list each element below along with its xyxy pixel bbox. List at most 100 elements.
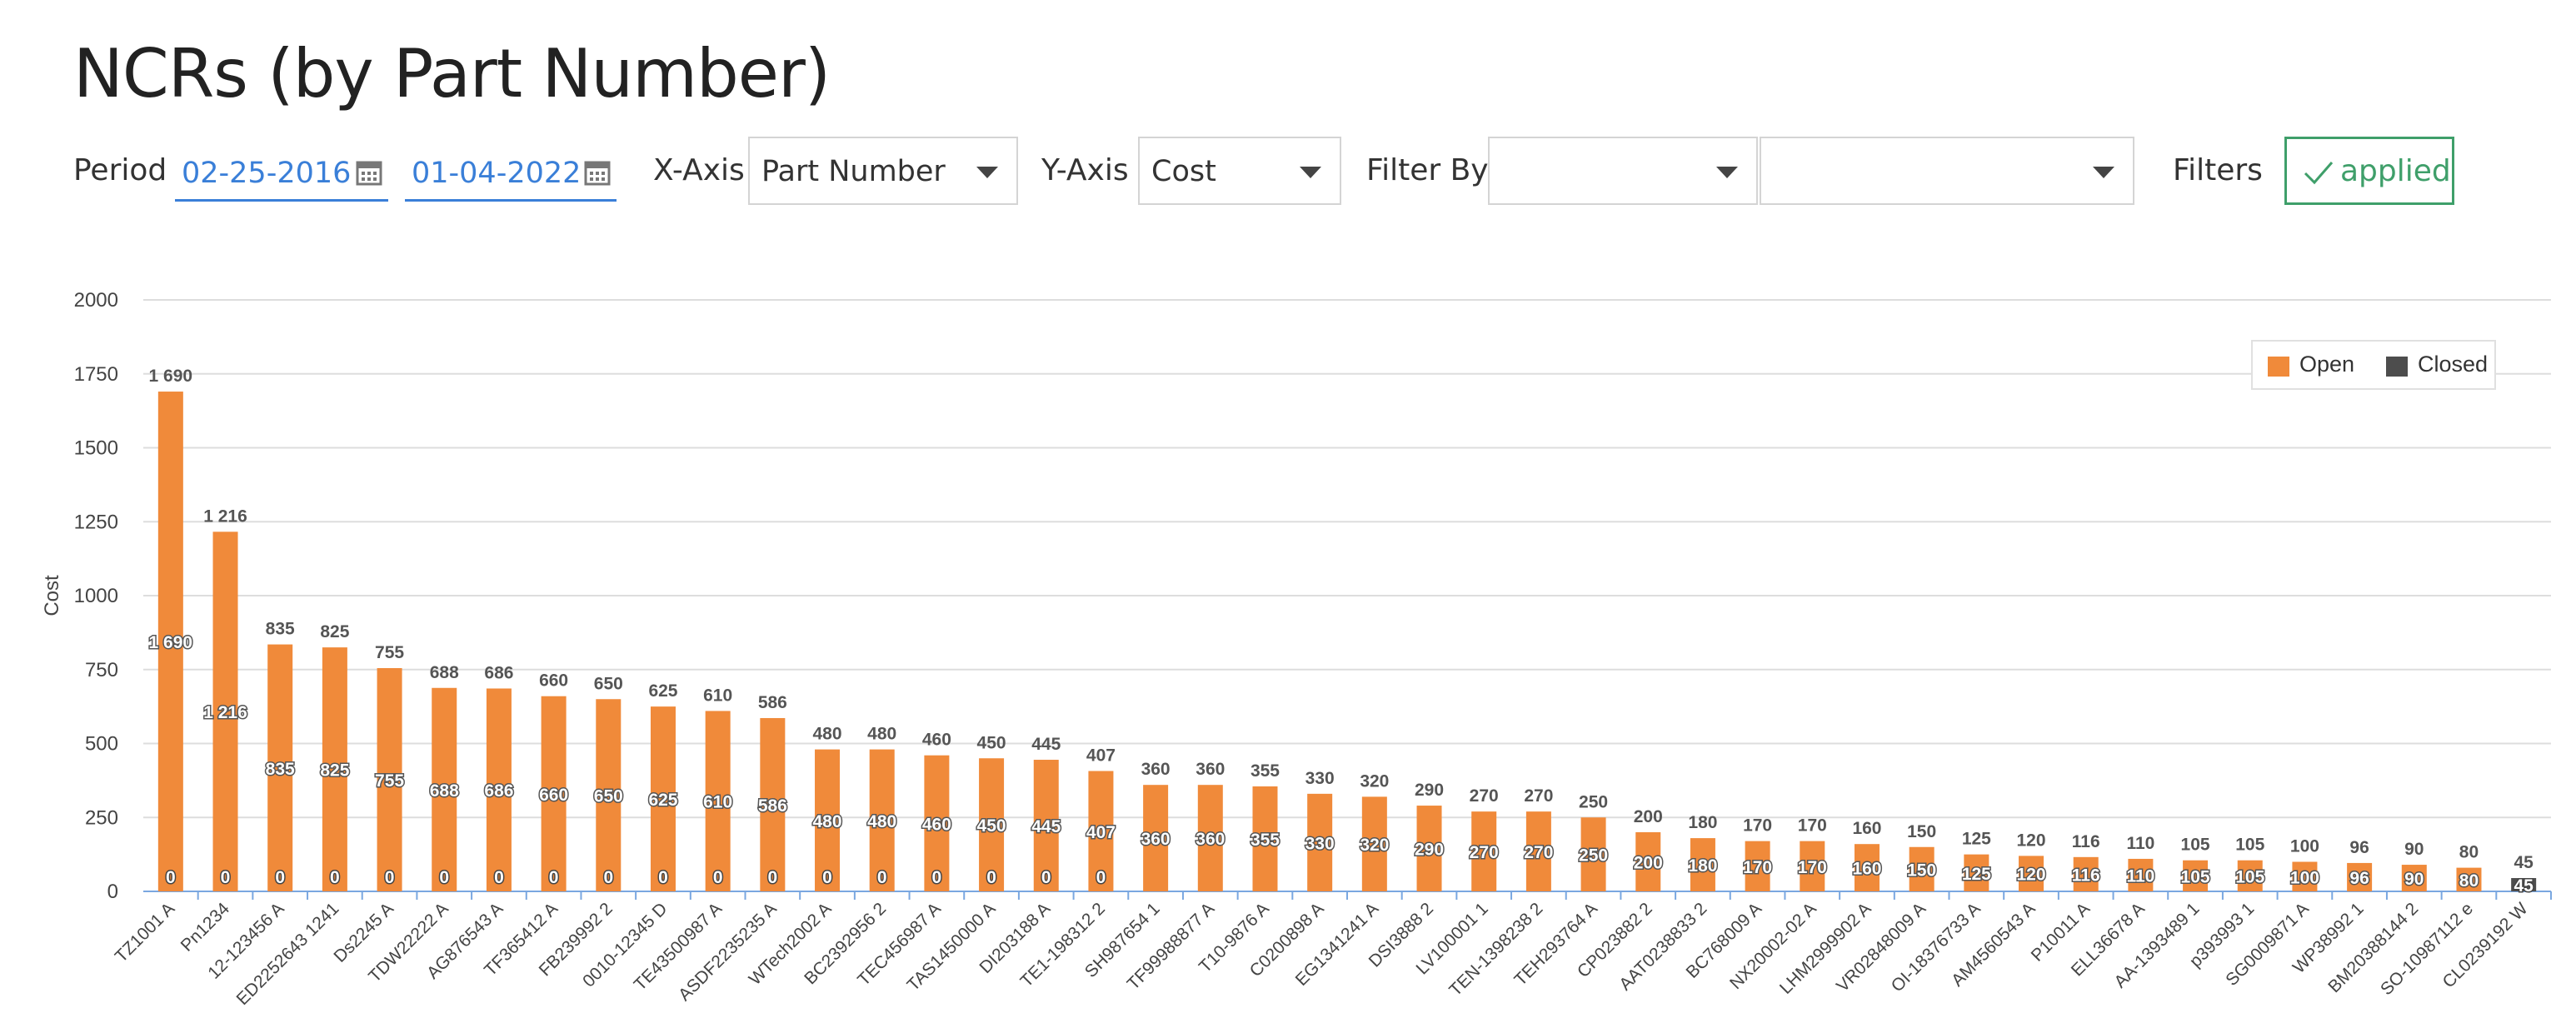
total-data-label: 320 <box>1360 771 1389 791</box>
open-data-label: 125 <box>1962 865 1991 884</box>
xaxis-select[interactable]: Part Number <box>748 137 1018 205</box>
bar-open <box>650 706 676 891</box>
open-data-label: 360 <box>1196 830 1225 849</box>
closed-data-label: 0 <box>767 868 777 887</box>
total-data-label: 96 <box>2349 838 2369 857</box>
yaxis-label: Y-Axis <box>1041 153 1129 187</box>
calendar-icon[interactable] <box>355 158 383 187</box>
closed-data-label: 0 <box>549 868 559 887</box>
bar-open <box>432 687 457 891</box>
y-tick-label: 500 <box>85 733 118 756</box>
bar-open <box>157 392 183 891</box>
legend-label-closed[interactable]: Closed <box>2418 352 2489 377</box>
bar-open <box>979 758 1005 891</box>
chevron-down-icon <box>1300 167 1321 178</box>
date-to-field[interactable]: 01-04-2022 <box>405 140 617 202</box>
closed-data-label: 0 <box>221 868 231 887</box>
total-data-label: 686 <box>484 663 513 682</box>
open-data-label: 835 <box>266 760 295 779</box>
bar-open <box>1854 844 1880 891</box>
bar-open <box>1525 811 1551 891</box>
xaxis-value: Part Number <box>761 155 946 188</box>
bar-open <box>815 749 841 891</box>
open-data-label: 755 <box>375 771 404 791</box>
bar-open <box>2456 867 2482 891</box>
yaxis-select[interactable]: Cost <box>1138 137 1341 205</box>
open-data-label: 1 690 <box>149 633 193 652</box>
closed-data-label: 0 <box>877 868 887 887</box>
open-data-label: 105 <box>2235 867 2264 886</box>
bar-open <box>2128 858 2154 891</box>
bar-open <box>1088 771 1114 891</box>
calendar-icon[interactable] <box>583 158 612 187</box>
total-data-label: 125 <box>1962 830 1991 849</box>
total-data-label: 835 <box>266 620 295 639</box>
total-data-label: 80 <box>2459 843 2479 862</box>
open-data-label: 160 <box>1852 860 1881 879</box>
bar-open <box>1197 785 1223 891</box>
open-data-label: 270 <box>1470 843 1499 862</box>
total-data-label: 625 <box>648 681 677 701</box>
closed-data-label: 0 <box>713 868 723 887</box>
y-tick-label: 1500 <box>74 437 118 460</box>
filter-field-select[interactable] <box>1488 137 1758 205</box>
bar-open <box>1635 832 1661 891</box>
open-data-label: 120 <box>2016 866 2045 885</box>
open-data-label: 330 <box>1305 834 1335 853</box>
total-data-label: 110 <box>2126 834 2154 853</box>
total-data-label: 1 216 <box>203 507 247 526</box>
bar-open <box>267 644 293 891</box>
open-data-label: 660 <box>539 786 568 805</box>
applied-label: applied <box>2340 154 2451 188</box>
open-data-label: 460 <box>922 815 951 834</box>
total-data-label: 360 <box>1141 760 1171 779</box>
period-label: Period <box>73 153 167 187</box>
total-data-label: 250 <box>1579 792 1608 811</box>
open-data-label: 170 <box>1798 858 1827 877</box>
checkmark-icon <box>2304 162 2334 185</box>
closed-data-label: 0 <box>1096 868 1106 887</box>
total-data-label: 45 <box>2514 853 2534 872</box>
bar-open <box>1800 841 1825 891</box>
open-data-label: 96 <box>2349 869 2369 888</box>
bar-open <box>1143 785 1169 891</box>
bar-open <box>1580 817 1606 891</box>
open-data-label: 480 <box>812 812 841 831</box>
filters-applied-button[interactable]: applied <box>2284 137 2454 205</box>
bar-open <box>2237 860 2263 891</box>
y-tick-label: 1750 <box>74 363 118 386</box>
open-data-label: 150 <box>1907 861 1936 880</box>
bar-open <box>869 749 895 891</box>
bar-open <box>2401 865 2427 891</box>
chevron-down-icon <box>1716 167 1738 178</box>
bar-open <box>1361 796 1387 891</box>
filter-value-select[interactable] <box>1760 137 2134 205</box>
y-tick-label: 0 <box>107 881 118 903</box>
legend-swatch-open <box>2268 357 2289 377</box>
closed-data-label: 0 <box>986 868 996 887</box>
bar-open <box>377 667 402 891</box>
bar-open <box>1964 854 1989 891</box>
total-data-label: 270 <box>1470 786 1499 806</box>
date-from-field[interactable]: 02-25-2016 <box>175 140 388 202</box>
bar-open <box>2292 861 2318 891</box>
closed-data-label: 0 <box>494 868 504 887</box>
open-data-label: 407 <box>1086 823 1116 842</box>
x-tick-label: ASDF2235235 A <box>675 899 781 1005</box>
total-data-label: 825 <box>320 622 349 641</box>
chevron-down-icon <box>2093 167 2114 178</box>
open-data-label: 1 216 <box>203 703 247 722</box>
closed-data-label: 0 <box>385 868 395 887</box>
date-to-value: 01-04-2022 <box>412 157 582 190</box>
filters-label: Filters <box>2173 153 2263 187</box>
bar-open <box>2347 862 2373 891</box>
bar-open <box>322 647 347 891</box>
legend-label-open[interactable]: Open <box>2299 352 2355 377</box>
open-data-label: 320 <box>1360 836 1389 855</box>
open-data-label: 100 <box>2290 868 2319 887</box>
open-data-label: 170 <box>1743 858 1772 877</box>
bar-open <box>1307 793 1333 891</box>
total-data-label: 170 <box>1743 816 1772 836</box>
closed-data-label: 0 <box>439 868 449 887</box>
